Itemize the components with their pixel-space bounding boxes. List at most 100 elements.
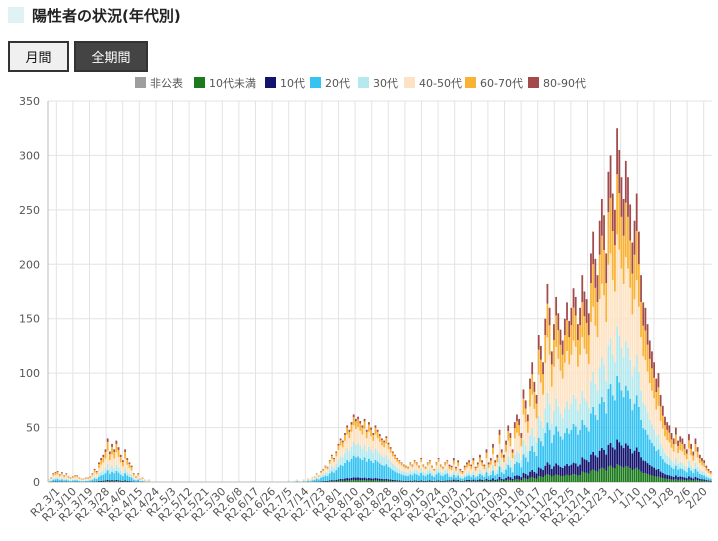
bar-segment-under10: [598, 468, 601, 482]
bar-segment-30s: [98, 473, 100, 477]
bar-segment-60_70s: [126, 459, 129, 465]
bar-segment-60_70s: [505, 444, 507, 452]
bar-segment-60_70s: [585, 322, 588, 354]
bar-segment-20s: [407, 476, 409, 481]
bar-segment-40_50s: [104, 458, 107, 469]
bar-segment-80_90s: [132, 473, 135, 474]
bar-segment-20s: [594, 415, 597, 456]
bar-segment-30s: [365, 451, 368, 462]
bar-segment-60_70s: [496, 457, 499, 463]
bar-segment-30s: [457, 472, 460, 476]
bar-segment-60_70s: [557, 330, 560, 359]
bar-segment-30s: [500, 467, 503, 473]
bar-segment-80_90s: [74, 475, 76, 476]
bar-segment-10s: [509, 477, 512, 481]
bar-segment-40_50s: [574, 346, 577, 399]
bar-segment-10s: [529, 471, 531, 478]
bar-segment-80_90s: [63, 475, 66, 476]
bar-segment-30s: [574, 398, 577, 427]
bar-segment-30s: [74, 479, 76, 481]
bar-segment-20s: [657, 449, 660, 469]
bar-segment-40_50s: [681, 451, 684, 463]
bar-segment-10s: [668, 475, 671, 480]
bar-segment-80_90s: [483, 464, 486, 467]
bar-segment-under10: [627, 466, 629, 482]
bar-segment-80_90s: [452, 458, 455, 461]
bar-segment-10s: [420, 480, 423, 482]
bar-segment-30s: [603, 364, 605, 402]
bar-segment-30s: [420, 467, 423, 473]
bar-segment-10s: [474, 480, 477, 482]
bar-segment-60_70s: [470, 466, 473, 470]
bar-segment-10s: [505, 477, 507, 481]
bar-segment-10s: [598, 450, 601, 469]
bar-segment-20s: [561, 439, 564, 468]
bar-segment-60_70s: [529, 388, 531, 407]
bar-segment-80_90s: [529, 378, 531, 389]
bar-segment-10s: [492, 478, 494, 481]
bar-segment-20s: [635, 395, 638, 448]
bar-segment-under10: [553, 475, 555, 482]
all-period-button[interactable]: 全期間: [74, 41, 148, 72]
bar-segment-under10: [113, 481, 116, 482]
bar-segment-80_90s: [653, 362, 655, 378]
bar-segment-80_90s: [577, 324, 579, 340]
bar-segment-20s: [603, 401, 605, 450]
bar-segment-20s: [661, 459, 664, 473]
bar-segment-30s: [498, 458, 501, 467]
bar-segment-60_70s: [411, 465, 414, 468]
bar-segment-60_70s: [65, 473, 68, 476]
bar-segment-80_90s: [368, 422, 370, 425]
bar-segment-30s: [559, 413, 562, 437]
bar-segment-40_50s: [56, 474, 59, 478]
bar-segment-30s: [354, 444, 357, 458]
bar-segment-80_90s: [370, 427, 372, 430]
bar-segment-30s: [394, 465, 396, 472]
bar-segment-40_50s: [389, 452, 392, 462]
bar-segment-20s: [492, 470, 494, 479]
bar-segment-20s: [581, 419, 584, 458]
bar-segment-30s: [698, 470, 701, 474]
bar-segment-40_50s: [139, 479, 142, 481]
bar-segment-80_90s: [391, 451, 394, 453]
bar-segment-30s: [648, 419, 651, 440]
bar-segment-40_50s: [657, 405, 660, 435]
bar-segment-30s: [341, 457, 344, 466]
bar-segment-under10: [607, 466, 610, 482]
bar-segment-40_50s: [113, 458, 116, 469]
bar-segment-10s: [468, 479, 470, 482]
legend-label-under10: 10代未満: [209, 77, 256, 90]
bar-segment-60_70s: [80, 478, 83, 480]
bar-segment-40_50s: [102, 462, 105, 471]
bar-segment-40_50s: [600, 283, 603, 358]
monthly-button[interactable]: 月間: [8, 41, 69, 72]
bar-segment-40_50s: [655, 409, 658, 437]
bar-segment-40_50s: [470, 469, 473, 475]
bar-segment-20s: [692, 472, 695, 479]
bar-segment-under10: [563, 475, 566, 482]
bar-segment-30s: [540, 420, 542, 442]
bar-segment-10s: [426, 480, 429, 482]
bar-segment-80_90s: [651, 351, 653, 369]
bar-segment-10s: [113, 480, 116, 482]
bar-segment-20s: [296, 481, 298, 482]
bar-segment-60_70s: [69, 477, 72, 479]
bar-segment-60_70s: [635, 231, 638, 281]
bar-segment-40_50s: [346, 434, 349, 449]
bar-segment-under10: [705, 481, 708, 482]
bar-segment-10s: [122, 480, 124, 482]
bar-segment-60_70s: [370, 429, 372, 437]
bar-segment-10s: [98, 481, 100, 482]
bar-segment-10s: [442, 480, 444, 482]
bar-segment-10s: [531, 470, 534, 478]
bar-segment-80_90s: [635, 193, 638, 232]
bar-segment-30s: [307, 480, 309, 481]
bar-segment-60_70s: [85, 477, 87, 479]
bar-segment-40_50s: [646, 371, 649, 413]
bar-segment-60_70s: [337, 445, 340, 450]
bar-segment-under10: [387, 480, 390, 482]
bar-segment-40_50s: [89, 478, 92, 480]
bar-segment-10s: [106, 479, 109, 482]
bar-segment-30s: [337, 459, 340, 468]
legend-swatch-non_public: [135, 77, 146, 88]
